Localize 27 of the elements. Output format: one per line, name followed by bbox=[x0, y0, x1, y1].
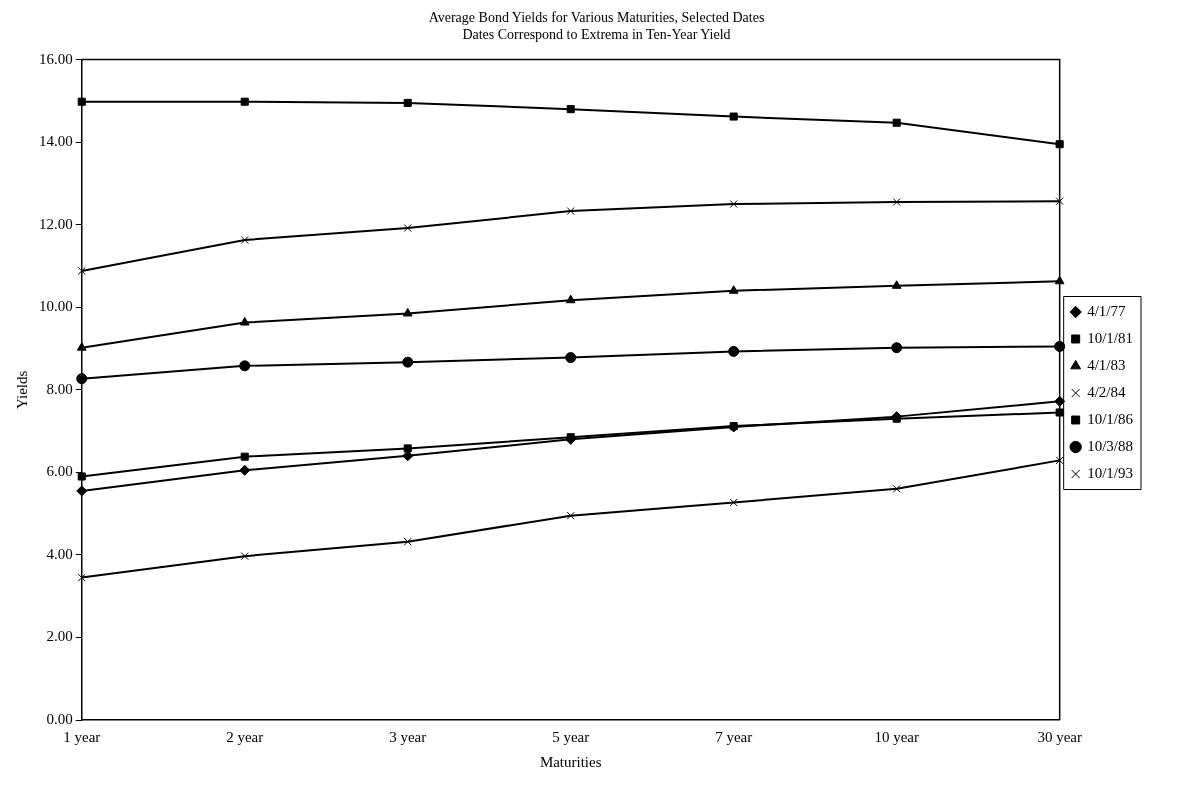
legend-label: 4/1/77 bbox=[1087, 302, 1126, 319]
x-tick-label: 10 year bbox=[874, 728, 919, 745]
y-tick-label: 4.00 bbox=[46, 545, 73, 562]
legend-label: 10/1/93 bbox=[1087, 464, 1134, 481]
legend-label: 10/1/86 bbox=[1087, 410, 1134, 427]
legend-label: 4/1/83 bbox=[1087, 356, 1126, 373]
chart-title: Average Bond Yields for Various Maturities, Selected Dates bbox=[428, 10, 765, 26]
x-axis-title: Maturities bbox=[539, 753, 602, 770]
x-tick-label: 5 year bbox=[552, 728, 590, 745]
y-tick-label: 12.00 bbox=[39, 215, 73, 232]
x-tick-label: 3 year bbox=[389, 728, 427, 745]
legend-label: 10/3/88 bbox=[1087, 437, 1134, 454]
x-tick-label: 2 year bbox=[226, 728, 264, 745]
y-tick-label: 14.00 bbox=[39, 133, 73, 150]
x-tick-label: 7 year bbox=[715, 728, 753, 745]
y-tick-label: 2.00 bbox=[46, 628, 73, 645]
y-tick-label: 6.00 bbox=[46, 463, 73, 480]
y-tick-label: 8.00 bbox=[46, 380, 73, 397]
legend-label: 10/1/81 bbox=[1087, 329, 1134, 346]
legend-label: 4/2/84 bbox=[1087, 383, 1126, 400]
x-tick-label: 30 year bbox=[1037, 728, 1082, 745]
y-tick-label: 16.00 bbox=[39, 50, 73, 67]
chart-subtitle: Dates Correspond to Extrema in Ten-Year Yield bbox=[462, 26, 731, 42]
y-tick-label: 10.00 bbox=[39, 298, 73, 315]
y-axis-title: Yields bbox=[13, 370, 30, 409]
y-tick-label: 0.00 bbox=[46, 710, 73, 727]
x-tick-label: 1 year bbox=[63, 728, 101, 745]
